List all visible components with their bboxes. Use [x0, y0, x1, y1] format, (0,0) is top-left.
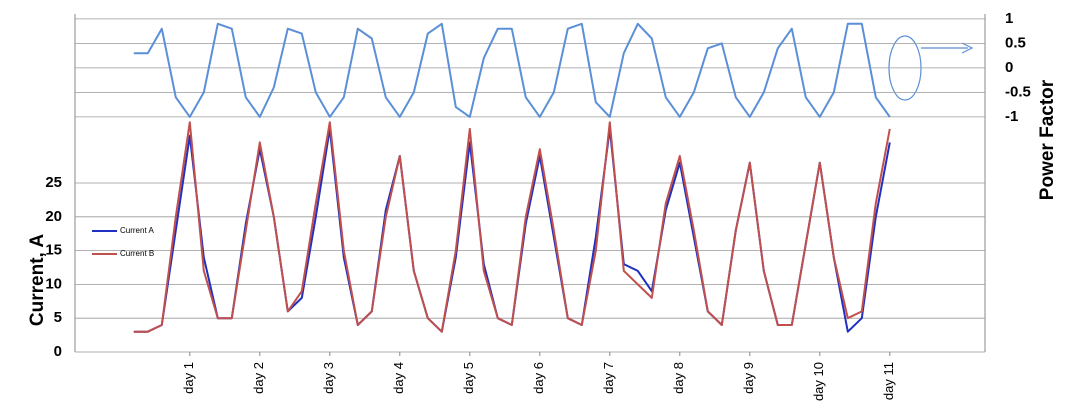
- y-tick-label: 0: [54, 343, 62, 360]
- x-tick-label: day 8: [671, 362, 686, 394]
- y-tick-label: 15: [45, 242, 62, 259]
- legend-label: Current B: [120, 249, 154, 258]
- x-tick-label: day 3: [321, 362, 336, 394]
- y-tick-label: 5: [54, 309, 62, 326]
- y-axis-title: Current, A: [27, 234, 48, 326]
- x-tick-label: day 6: [531, 362, 546, 394]
- x-tick-label: day 10: [811, 362, 826, 401]
- series-line: [133, 121, 891, 333]
- y-tick-label: 20: [45, 208, 62, 225]
- y2-tick-label: 0.5: [1005, 34, 1026, 51]
- y2-tick-label: 1: [1005, 10, 1013, 27]
- y2-tick-label: -0.5: [1005, 83, 1031, 100]
- annotation-arrowhead: [961, 42, 974, 54]
- y2-axis-title: Power Factor: [1037, 79, 1058, 200]
- y-tick-label: 10: [45, 275, 62, 292]
- x-tick-label: day 2: [251, 362, 266, 394]
- y2-tick-label: 0: [1005, 59, 1013, 76]
- x-tick-label: day 7: [601, 362, 616, 394]
- x-tick-label: day 1: [181, 362, 196, 394]
- y2-tick-label: -1: [1005, 108, 1018, 125]
- x-tick-label: day 4: [391, 362, 406, 394]
- y-tick-label: 25: [45, 174, 62, 191]
- series-line: [133, 22, 891, 118]
- legend-label: Current A: [120, 226, 154, 235]
- x-tick-label: day 11: [881, 362, 896, 400]
- x-tick-label: day 5: [461, 362, 476, 394]
- series-line: [133, 127, 891, 333]
- x-tick-label: day 9: [741, 362, 756, 394]
